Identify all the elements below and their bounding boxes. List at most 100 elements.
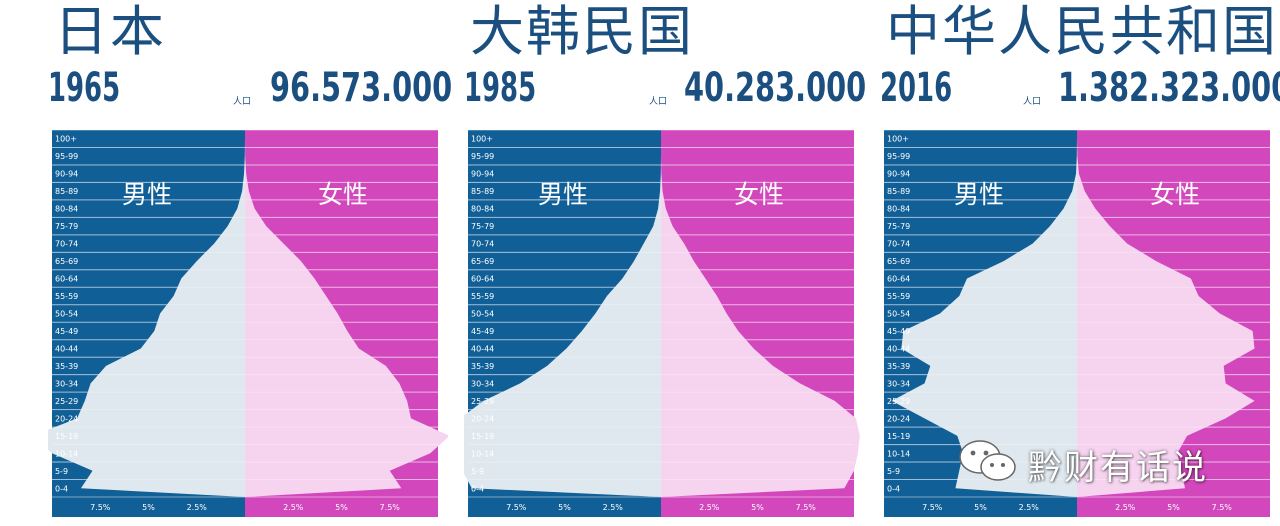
age-group-label: 90-94 (471, 170, 494, 179)
x-tick-label: 7.5% (380, 503, 401, 512)
age-group-label: 40-44 (471, 344, 494, 353)
age-group-label: 25-29 (887, 397, 910, 406)
female-population-shape (1077, 138, 1255, 497)
population-pyramid-chart: 0-4 5-9 10-14 15-19 20-24 25-29 30-34 35-39 40-4… (48, 129, 448, 517)
age-group-label: 25-29 (55, 397, 78, 406)
country-title: 日本 (54, 0, 166, 63)
population-pyramid-chart: 0-4 5-9 10-14 15-19 20-24 25-29 30-34 35-39 40-4… (884, 129, 1270, 517)
age-group-label: 40-44 (55, 344, 78, 353)
age-group-label: 70-74 (471, 240, 494, 249)
age-group-label: 30-34 (887, 379, 910, 388)
age-group-label: 60-64 (887, 275, 910, 284)
x-tick-label: 2.5% (699, 503, 720, 512)
age-group-label: 85-89 (887, 187, 910, 196)
age-group-label: 30-34 (55, 379, 78, 388)
population-value: 40.283.000 (684, 65, 867, 111)
x-tick-label: 5% (974, 503, 987, 512)
year-label: 1965 (48, 65, 121, 111)
x-tick-label: 7.5% (90, 503, 111, 512)
watermark: 黔财有话说 (956, 438, 1256, 488)
male-label: 男性 (538, 180, 588, 209)
population-value: 1.382.323.000 (1058, 65, 1280, 111)
wechat-icon (959, 440, 1016, 481)
x-tick-label: 7.5% (506, 503, 527, 512)
age-group-label: 70-74 (887, 240, 910, 249)
age-group-label: 5-9 (55, 467, 68, 476)
age-group-label: 95-99 (471, 152, 494, 161)
age-group-label: 75-79 (471, 222, 494, 231)
age-group-label: 50-54 (55, 310, 78, 319)
x-tick-label: 5% (751, 503, 764, 512)
year-label: 2016 (880, 65, 953, 111)
age-group-label: 15-19 (55, 432, 78, 441)
age-group-label: 85-89 (55, 187, 78, 196)
age-group-label: 20-24 (887, 414, 910, 423)
age-group-label: 75-79 (887, 222, 910, 231)
x-tick-label: 7.5% (922, 503, 943, 512)
age-group-label: 65-69 (55, 257, 78, 266)
x-tick-label: 7.5% (796, 503, 817, 512)
population-value: 96.573.000 (270, 65, 453, 111)
age-group-label: 5-9 (471, 467, 484, 476)
age-group-label: 80-84 (887, 205, 910, 214)
female-label: 女性 (734, 180, 784, 209)
age-group-label: 10-14 (471, 449, 494, 458)
country-title: 大韩民国 (470, 0, 694, 63)
age-group-label: 50-54 (471, 310, 494, 319)
female-population-shape (661, 138, 860, 497)
age-group-label: 20-24 (471, 414, 494, 423)
x-tick-label: 5% (335, 503, 348, 512)
male-label: 男性 (954, 180, 1004, 209)
x-tick-label: 2.5% (187, 503, 208, 512)
population-label: 人口 (1023, 97, 1042, 107)
age-group-label: 35-39 (471, 362, 494, 371)
age-group-label: 5-9 (887, 467, 900, 476)
age-group-label: 65-69 (471, 257, 494, 266)
age-group-label: 100+ (55, 135, 77, 144)
male-population-shape (891, 138, 1077, 497)
x-tick-label: 2.5% (283, 503, 304, 512)
age-group-label: 80-84 (471, 205, 494, 214)
x-tick-label: 2.5% (603, 503, 624, 512)
age-group-label: 35-39 (55, 362, 78, 371)
x-tick-label: 7.5% (1212, 503, 1233, 512)
age-group-label: 50-54 (887, 310, 910, 319)
x-tick-label: 5% (1167, 503, 1180, 512)
age-group-label: 85-89 (471, 187, 494, 196)
age-group-label: 60-64 (55, 275, 78, 284)
female-label: 女性 (318, 180, 368, 209)
country-title: 中华人民共和国 (886, 0, 1278, 63)
x-tick-label: 5% (558, 503, 571, 512)
age-group-label: 10-14 (887, 449, 910, 458)
x-tick-label: 2.5% (1019, 503, 1040, 512)
population-pyramid-chart: 0-4 5-9 10-14 15-19 20-24 25-29 30-34 35-39 40-4… (464, 129, 860, 517)
age-group-label: 0-4 (471, 484, 484, 493)
population-label: 人口 (233, 97, 252, 107)
age-group-label: 100+ (887, 135, 909, 144)
age-group-label: 90-94 (55, 170, 78, 179)
age-group-label: 35-39 (887, 362, 910, 371)
age-group-label: 95-99 (887, 152, 910, 161)
pyramid-panel-korea: 大韩民国 1985 人口 40.283.000 0-4 5-9 10-14 15-19… (464, 0, 867, 526)
age-group-label: 55-59 (887, 292, 910, 301)
male-population-shape (464, 138, 661, 497)
age-group-label: 20-24 (55, 414, 78, 423)
age-group-label: 60-64 (471, 275, 494, 284)
age-group-label: 55-59 (55, 292, 78, 301)
age-group-label: 30-34 (471, 379, 494, 388)
age-group-label: 40-44 (887, 344, 910, 353)
age-group-label: 15-19 (471, 432, 494, 441)
x-tick-label: 2.5% (1115, 503, 1136, 512)
x-tick-label: 5% (142, 503, 155, 512)
age-group-label: 70-74 (55, 240, 78, 249)
female-population-shape (245, 138, 448, 497)
age-group-label: 45-49 (55, 327, 78, 336)
age-group-label: 10-14 (55, 449, 78, 458)
age-group-label: 0-4 (887, 484, 900, 493)
population-label: 人口 (649, 97, 668, 107)
age-group-label: 90-94 (887, 170, 910, 179)
male-population-shape (48, 138, 245, 497)
female-label: 女性 (1150, 180, 1200, 209)
age-group-label: 25-29 (471, 397, 494, 406)
pyramid-panel-japan: 日本 1965 人口 96.573.000 0-4 5-9 10-14 15-19 20… (48, 0, 452, 526)
